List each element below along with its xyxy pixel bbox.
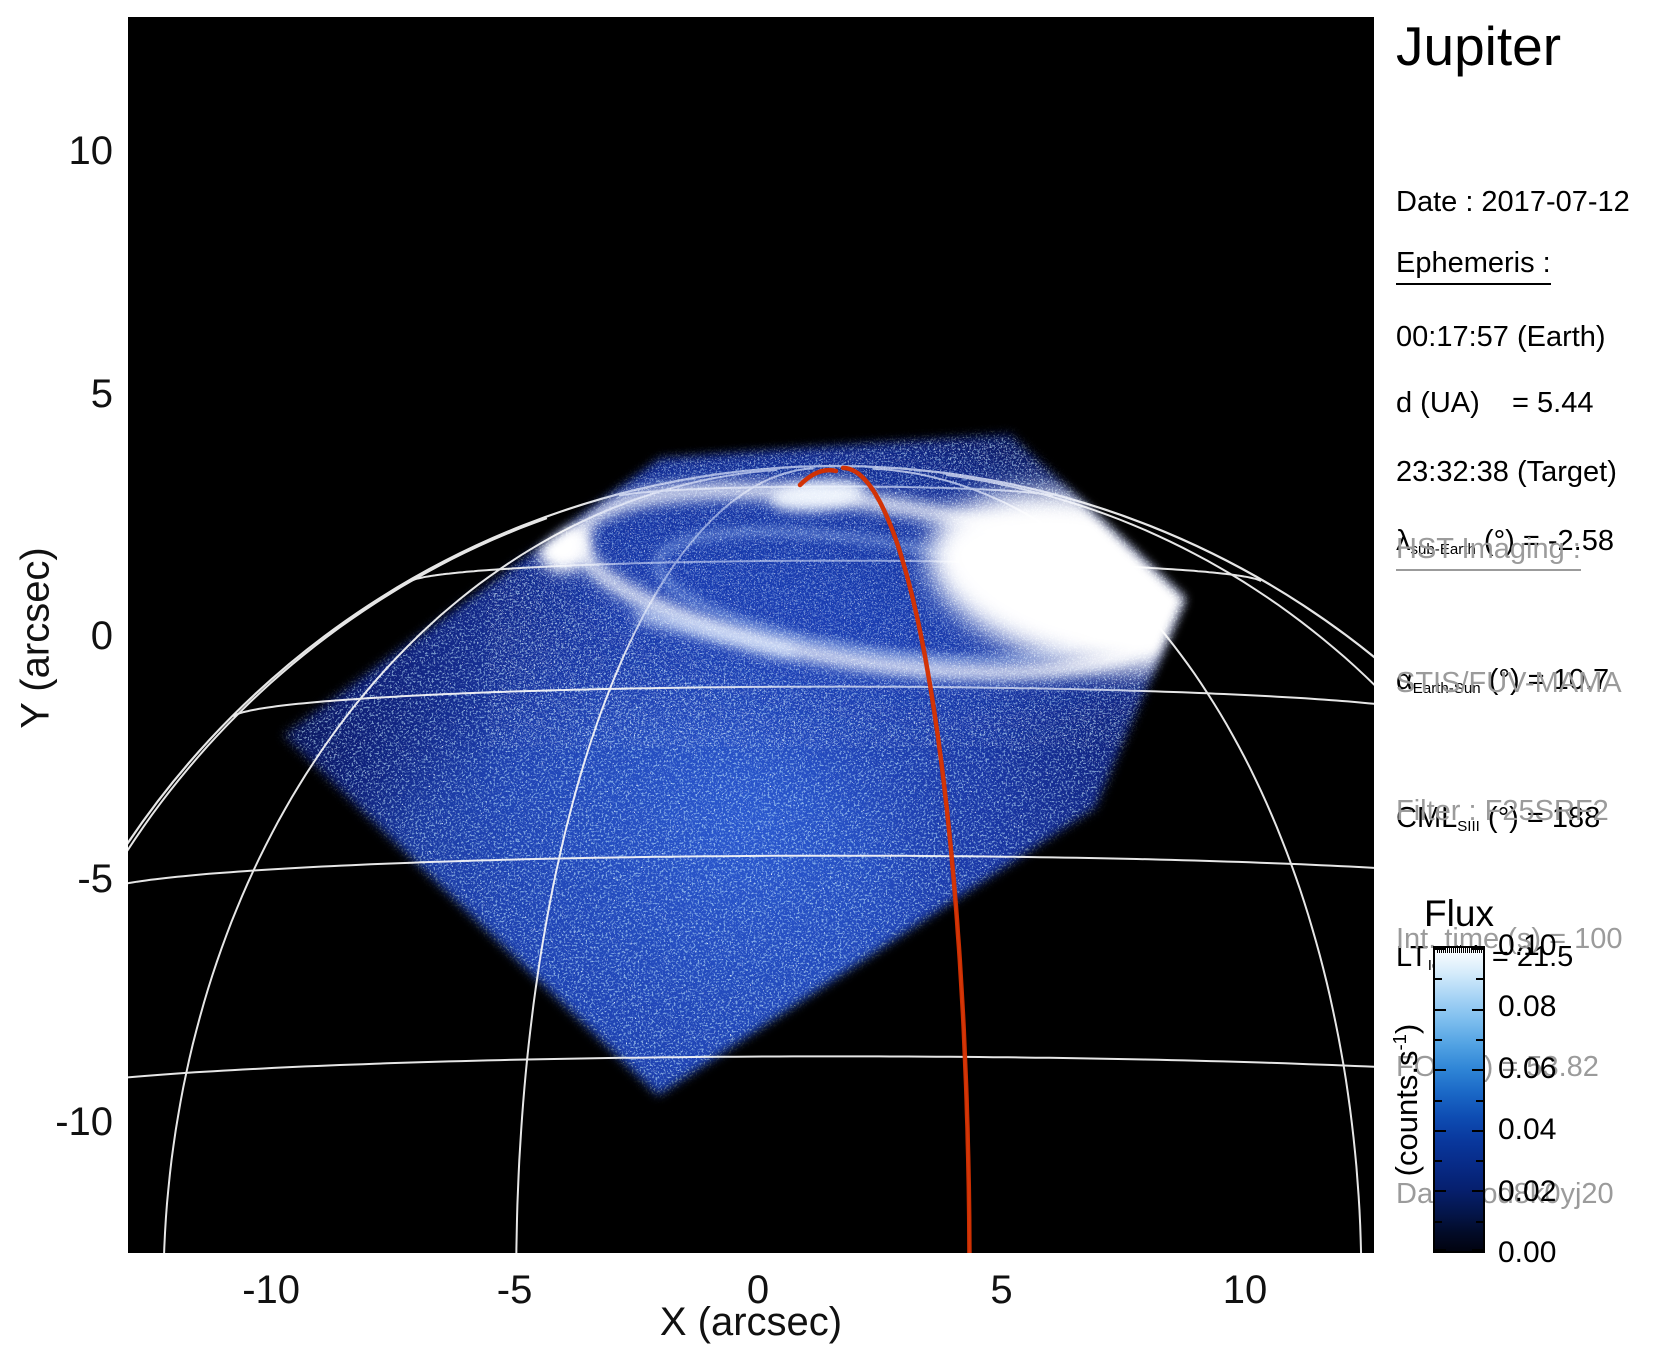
page-title: Jupiter <box>1396 15 1562 77</box>
meridian-180-red-line <box>797 465 972 1253</box>
aurora-emission <box>488 437 1288 747</box>
x-tick-label: -5 <box>496 1268 533 1312</box>
colorbar-tick-label: 0.10 <box>1498 929 1557 962</box>
colorbar-tick-label: 0.06 <box>1498 1051 1557 1085</box>
red-meridian-path <box>840 465 972 1253</box>
y-axis-label: Y (arcsec) <box>13 547 58 729</box>
imaging-filter-line: Filter : F25SRF2 <box>1396 794 1609 827</box>
ephemeris-rows: d (UA) = 5.44 λsub-Earth (°) = -2.58 αEa… <box>1396 295 1614 1031</box>
ephemeris-row-subearth-lat: λsub-Earth (°) = -2.58 <box>1396 525 1614 559</box>
graticule-meridian <box>128 517 548 852</box>
y-tick-label: 5 <box>90 371 113 416</box>
y-tick-label: 0 <box>90 614 113 659</box>
colorbar-tick-label: 0.04 <box>1498 1113 1557 1147</box>
x-tick-label: -10 <box>242 1268 301 1312</box>
target-time-line: 23:32:38 (Target) <box>1396 456 1617 488</box>
ephemeris-row-distance: d (UA) = 5.44 <box>1396 386 1594 419</box>
y-tick-label: 10 <box>68 128 114 173</box>
graticule-latitude <box>128 854 1374 885</box>
y-tick-label: -5 <box>77 857 113 902</box>
x-tick-label: 10 <box>1222 1268 1268 1312</box>
colorbar-tick-label: 0.02 <box>1498 1174 1557 1208</box>
main-plot <box>128 17 1374 1253</box>
x-tick-label: 0 <box>746 1268 770 1312</box>
jupiter-fuv-image <box>128 387 1374 1253</box>
colorbar-title: Flux <box>1424 893 1494 934</box>
y-tick-label: -10 <box>55 1100 113 1145</box>
aurora-speckle <box>488 437 1288 747</box>
imaging-header: HST Imaging : <box>1396 533 1581 571</box>
ephemeris-header-text: Ephemeris : <box>1396 247 1551 285</box>
plot-canvas <box>128 17 1374 1253</box>
imaging-header-text: HST Imaging : <box>1396 533 1581 571</box>
imaging-instrument-line: STIS/FUV-MAMA <box>1396 667 1622 700</box>
graticule-latitude <box>128 1055 1374 1079</box>
imaging-inttime-line: Int. time (s) = 100 <box>1396 922 1623 955</box>
x-axis-label: X (arcsec) <box>659 1300 843 1344</box>
ephemeris-header: Ephemeris : <box>1396 247 1551 285</box>
colorbar-gradient <box>1433 946 1485 1253</box>
ephemeris-row-cml: CMLSIII (°) = 188 <box>1396 802 1601 836</box>
colorbar-tick-label: 0.08 <box>1498 990 1557 1024</box>
colorbar-tick-label: 0.00 <box>1498 1236 1557 1269</box>
date-block: Date : 2017-07-12 00:17:57 (Earth) 23:32… <box>1396 90 1630 540</box>
x-tick-label: 5 <box>990 1268 1013 1312</box>
red-meridian-polar-hook <box>797 467 839 488</box>
colorbar-unit-label: (counts.s-1) <box>1388 1023 1425 1177</box>
earth-time-line: 00:17:57 (Earth) <box>1396 321 1606 353</box>
ephemeris-row-phase-angle: αEarth-Sun (°) = 10.7 <box>1396 663 1610 697</box>
date-line: Date : 2017-07-12 <box>1396 186 1630 218</box>
